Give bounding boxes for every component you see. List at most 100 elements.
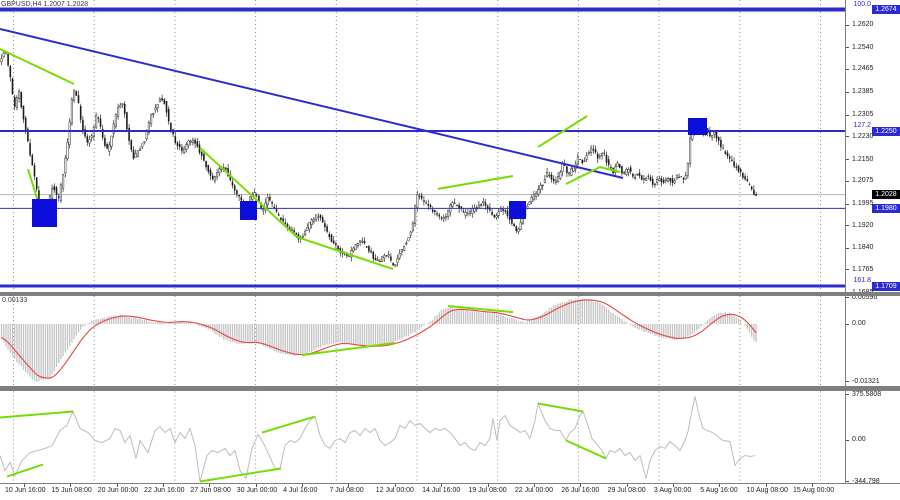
panel-divider[interactable] bbox=[0, 386, 900, 391]
candle-body bbox=[51, 188, 54, 199]
candle-body bbox=[557, 176, 560, 182]
axis-tick-mark bbox=[845, 297, 849, 299]
candle-body bbox=[755, 194, 757, 196]
axis-tick-mark bbox=[845, 225, 849, 227]
green-trend-segment[interactable] bbox=[447, 305, 514, 314]
candle-body bbox=[422, 200, 425, 202]
candle-body bbox=[513, 223, 515, 227]
main-price-chart[interactable] bbox=[0, 0, 845, 292]
candle-body bbox=[335, 243, 337, 246]
cci-scale-label: 375.5808 bbox=[852, 390, 882, 398]
candle-body bbox=[715, 131, 718, 139]
time-tick-mark bbox=[487, 484, 489, 487]
time-axis[interactable]: 10 Jun 16:00 15 Jun 08:00 20 Jun 00:00 22 J… bbox=[0, 484, 900, 500]
candle-body bbox=[720, 139, 722, 148]
green-trend-segment[interactable] bbox=[0, 48, 75, 85]
candle-body bbox=[660, 178, 663, 183]
candle-body bbox=[277, 214, 280, 216]
candle-body bbox=[368, 246, 370, 252]
panel-divider[interactable] bbox=[0, 291, 900, 296]
candle-body bbox=[601, 153, 604, 157]
candle-body bbox=[359, 240, 362, 243]
candle-body bbox=[185, 144, 188, 150]
green-trend-segment[interactable] bbox=[6, 463, 44, 477]
candle-body bbox=[288, 227, 291, 230]
cci-indicator-panel[interactable] bbox=[0, 391, 845, 484]
descending-trendline[interactable] bbox=[0, 28, 624, 179]
signal-square-marker[interactable] bbox=[32, 199, 57, 227]
price-axis[interactable]: 1.2620 1.2540 1.2465 1.2385 1.2305 1.2230 1.21… bbox=[845, 0, 900, 485]
candle-body bbox=[599, 155, 601, 157]
candle-body bbox=[436, 213, 439, 216]
green-trend-segment[interactable] bbox=[261, 415, 316, 434]
candle-body bbox=[737, 165, 740, 172]
candle-body bbox=[390, 256, 392, 261]
candle-body bbox=[440, 217, 443, 219]
green-trend-segment[interactable] bbox=[199, 147, 394, 271]
candle-body bbox=[356, 243, 359, 246]
candle-body bbox=[709, 131, 711, 137]
candle-body bbox=[95, 114, 98, 128]
candle-body bbox=[403, 246, 406, 251]
green-trend-segment[interactable] bbox=[437, 174, 514, 190]
candle-body bbox=[742, 173, 744, 178]
candle-body bbox=[431, 209, 434, 212]
green-trend-segment[interactable] bbox=[537, 402, 584, 412]
candle-body bbox=[735, 166, 738, 168]
candle-body bbox=[66, 142, 69, 159]
time-tick-mark bbox=[302, 484, 304, 487]
green-trend-segment[interactable] bbox=[199, 466, 282, 482]
cci-line bbox=[0, 395, 756, 482]
candle-body bbox=[35, 177, 38, 190]
candle-body bbox=[163, 99, 166, 104]
candle-body bbox=[616, 162, 619, 167]
signal-square-marker[interactable] bbox=[240, 201, 257, 220]
candle-body bbox=[438, 214, 441, 217]
candle-body bbox=[240, 197, 243, 201]
signal-square-marker[interactable] bbox=[509, 201, 526, 219]
candle-body bbox=[218, 168, 221, 174]
candle-body bbox=[627, 169, 630, 173]
candle-body bbox=[203, 153, 205, 161]
price-tick-label: 1.2305 bbox=[852, 111, 874, 119]
candle-body bbox=[504, 210, 507, 212]
green-trend-segment[interactable] bbox=[537, 115, 588, 148]
candle-body bbox=[57, 196, 60, 198]
price-axis-separator bbox=[845, 0, 846, 483]
green-trend-segment[interactable] bbox=[301, 341, 396, 357]
green-trend-segment[interactable] bbox=[0, 409, 74, 418]
time-tick-label: 20 Jun 00:00 bbox=[97, 487, 139, 494]
macd-indicator-panel[interactable] bbox=[0, 296, 845, 386]
green-trend-segment[interactable] bbox=[565, 439, 607, 459]
price-tick-label: 1.1995 bbox=[852, 200, 874, 208]
candle-body bbox=[59, 184, 62, 201]
candle-body bbox=[301, 236, 304, 238]
candle-body bbox=[477, 204, 480, 209]
candle-body bbox=[189, 140, 192, 143]
candle-body bbox=[64, 157, 67, 174]
green-trend-segment[interactable] bbox=[565, 166, 621, 185]
signal-square-marker[interactable] bbox=[688, 118, 707, 135]
axis-tick-mark bbox=[845, 180, 849, 182]
candle-body bbox=[304, 231, 307, 235]
candle-body bbox=[269, 196, 271, 201]
axis-tick-mark bbox=[845, 247, 849, 249]
time-tick-mark bbox=[163, 484, 165, 487]
axis-tick-mark bbox=[845, 323, 849, 325]
candle-body bbox=[471, 208, 474, 214]
candle-body bbox=[319, 215, 322, 219]
time-tick-mark bbox=[255, 484, 257, 487]
candle-body bbox=[416, 194, 419, 208]
candle-body bbox=[326, 226, 328, 232]
candle-body bbox=[398, 253, 401, 259]
time-tick-mark bbox=[672, 484, 674, 487]
candle-body bbox=[594, 149, 597, 153]
symbol-info-overlay: GBPUSD,H4 1.2007 1.2028 bbox=[1, 1, 89, 8]
candle-body bbox=[308, 222, 311, 230]
time-tick-label: 5 Aug 16:00 bbox=[700, 487, 738, 494]
candle-body bbox=[136, 150, 139, 158]
candle-body bbox=[609, 166, 612, 169]
candle-body bbox=[128, 127, 130, 141]
candle-body bbox=[97, 117, 100, 119]
